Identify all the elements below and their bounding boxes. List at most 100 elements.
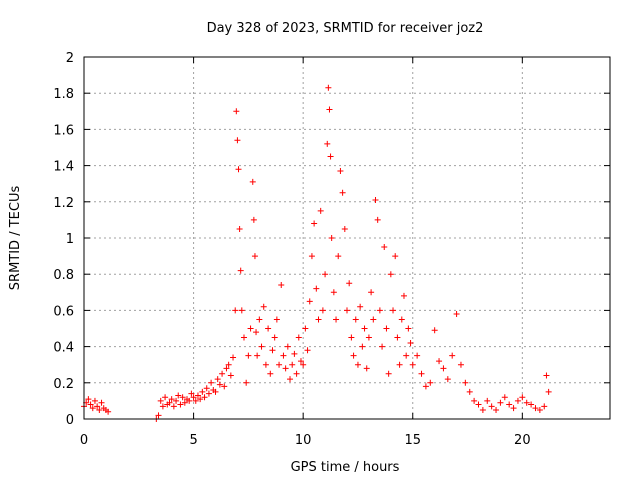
data-point <box>320 307 326 313</box>
data-point <box>92 398 98 404</box>
data-point <box>432 327 438 333</box>
data-point <box>506 402 512 408</box>
data-point <box>313 286 319 292</box>
data-point <box>344 307 350 313</box>
data-point <box>311 221 317 227</box>
data-point <box>375 217 381 223</box>
y-tick-label: 0.6 <box>53 304 74 319</box>
data-point <box>405 326 411 332</box>
data-point <box>291 351 297 357</box>
grid-lines <box>84 57 610 419</box>
data-point <box>324 141 330 147</box>
data-point <box>515 398 521 404</box>
data-point <box>283 365 289 371</box>
data-point <box>233 108 239 114</box>
data-point <box>219 371 225 377</box>
data-point <box>427 380 433 386</box>
data-point <box>245 353 251 359</box>
data-point <box>99 400 105 406</box>
data-point <box>239 307 245 313</box>
data-point <box>388 271 394 277</box>
data-point <box>436 358 442 364</box>
srmtid-chart: Day 328 of 2023, SRMTID for receiver joz… <box>0 0 640 480</box>
data-point <box>318 208 324 214</box>
data-point <box>489 403 495 409</box>
data-point <box>259 344 265 350</box>
data-point <box>519 394 525 400</box>
data-point <box>237 226 243 232</box>
data-point <box>228 373 234 379</box>
data-point <box>366 335 372 341</box>
data-point <box>346 280 352 286</box>
data-point <box>502 394 508 400</box>
data-point <box>267 371 273 377</box>
x-axis-label: GPS time / hours <box>291 460 400 475</box>
data-point <box>397 362 403 368</box>
data-point <box>462 380 468 386</box>
data-point <box>333 316 339 322</box>
data-point <box>316 316 322 322</box>
data-point <box>381 244 387 250</box>
y-tick-label: 2 <box>66 51 74 66</box>
y-tick-label: 0.8 <box>53 268 74 283</box>
data-point <box>204 385 210 391</box>
data-point <box>471 398 477 404</box>
data-point <box>309 253 315 259</box>
y-tick-label: 0 <box>66 413 74 428</box>
data-point <box>357 304 363 310</box>
data-point <box>362 326 368 332</box>
data-point <box>372 197 378 203</box>
data-point <box>243 380 249 386</box>
data-point <box>322 271 328 277</box>
data-point <box>454 311 460 317</box>
data-point <box>493 407 499 413</box>
data-point <box>497 400 503 406</box>
data-point <box>340 190 346 196</box>
data-point <box>307 298 313 304</box>
data-point <box>449 353 455 359</box>
data-point <box>377 307 383 313</box>
data-point <box>252 253 258 259</box>
y-tick-label: 1.6 <box>53 123 74 138</box>
data-point <box>511 405 517 411</box>
data-point <box>414 353 420 359</box>
data-point <box>274 316 280 322</box>
data-point <box>408 340 414 346</box>
data-point <box>302 326 308 332</box>
data-point <box>325 85 331 91</box>
data-point <box>467 389 473 395</box>
x-tick-label: 15 <box>404 433 421 448</box>
data-point <box>364 365 370 371</box>
x-tick-label: 20 <box>514 433 531 448</box>
data-point <box>476 402 482 408</box>
data-point <box>272 335 278 341</box>
data-point <box>541 403 547 409</box>
data-point <box>353 316 359 322</box>
data-point <box>342 226 348 232</box>
data-point <box>171 403 177 409</box>
data-point <box>234 137 240 143</box>
data-point <box>480 407 486 413</box>
data-point <box>230 354 236 360</box>
data-point <box>232 307 238 313</box>
data-point <box>238 268 244 274</box>
data-point <box>445 376 451 382</box>
data-point <box>296 335 302 341</box>
plot-frame <box>84 57 610 419</box>
data-point <box>289 362 295 368</box>
data-point <box>403 353 409 359</box>
data-point <box>256 316 262 322</box>
data-point <box>386 371 392 377</box>
y-tick-label: 1.2 <box>53 196 74 211</box>
data-point <box>265 326 271 332</box>
data-point <box>543 373 549 379</box>
data-point <box>423 383 429 389</box>
y-tick-label: 1.4 <box>53 160 74 175</box>
data-point <box>458 362 464 368</box>
data-point <box>278 282 284 288</box>
x-tick-label: 0 <box>80 433 88 448</box>
x-tick-label: 5 <box>189 433 197 448</box>
data-point <box>390 307 396 313</box>
data-point <box>251 217 257 223</box>
data-point <box>401 293 407 299</box>
